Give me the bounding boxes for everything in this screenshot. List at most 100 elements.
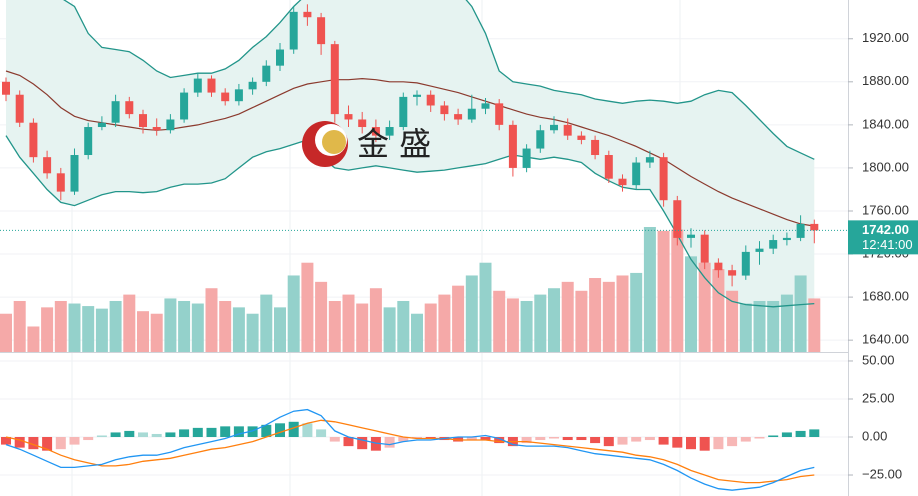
y-tick-label: 25.00	[862, 390, 895, 405]
macd-histogram-bar	[233, 426, 244, 438]
macd-histogram-bar	[28, 437, 39, 450]
macd-histogram-bar	[466, 437, 477, 441]
macd-histogram-bar	[14, 437, 25, 448]
y-tick-label: 1680.00	[862, 289, 909, 304]
macd-histogram-bar	[1, 437, 11, 445]
volume-bar	[616, 275, 629, 352]
macd-line	[5, 408, 815, 491]
volume-bar	[657, 230, 670, 352]
volume-bar	[287, 275, 300, 352]
macd-histogram-bar	[521, 437, 532, 444]
macd-histogram-bar	[206, 427, 217, 438]
macd-histogram-bar	[535, 437, 546, 441]
macd-histogram-bar	[768, 435, 779, 438]
volume-bar	[109, 300, 122, 352]
volume-bar	[643, 227, 656, 352]
y-tick-label: 1840.00	[862, 116, 909, 131]
volume-bar	[205, 288, 218, 352]
volume-bar	[808, 298, 821, 352]
candle-body	[193, 78, 202, 93]
volume-bar	[369, 288, 382, 352]
volume-bar	[260, 294, 273, 352]
macd-histogram-bar	[754, 437, 765, 439]
macd-histogram-bar	[603, 437, 614, 447]
y-tick-label: 0.00	[862, 428, 887, 443]
bollinger-lower	[5, 135, 815, 308]
candle-body	[221, 92, 230, 102]
last-price-label: 1742.00	[862, 222, 909, 237]
volume-bar	[452, 285, 465, 352]
volume-bar	[465, 275, 478, 352]
macd-histogram-bar	[672, 437, 683, 448]
volume-bar	[356, 303, 369, 352]
macd-pane	[1, 408, 820, 491]
candle-body	[522, 148, 531, 168]
macd-histogram-bar	[644, 437, 655, 441]
volume-bar	[534, 294, 547, 352]
candle-body	[234, 89, 243, 102]
candle-body	[810, 223, 819, 231]
macd-histogram-bar	[124, 430, 135, 438]
candle-body	[262, 65, 271, 82]
volume-bar	[137, 311, 149, 352]
macd-histogram-bar	[398, 437, 409, 442]
candle-body	[385, 127, 394, 136]
candle-body	[440, 105, 449, 115]
candle-body	[43, 157, 52, 174]
macd-histogram-bar	[631, 437, 642, 442]
y-tick-label: 1640.00	[862, 332, 909, 347]
candle-body	[700, 234, 709, 263]
price-pane	[0, 0, 848, 352]
candle-body	[317, 17, 326, 45]
volume-bar	[328, 300, 341, 352]
volume-bar	[315, 281, 328, 352]
candle-body	[687, 234, 695, 238]
candle-body	[741, 251, 750, 276]
candle-body	[714, 262, 723, 271]
candle-body	[604, 155, 613, 179]
macd-histogram-bar	[658, 437, 669, 445]
y-tick-label: 1800.00	[862, 159, 909, 174]
macd-histogram-bar	[590, 437, 601, 444]
volume-bar	[753, 300, 766, 352]
candle-body	[97, 122, 106, 128]
macd-histogram-bar	[809, 429, 820, 438]
candle-body	[139, 114, 147, 128]
candle-body	[454, 114, 463, 120]
macd-histogram-bar	[110, 432, 121, 438]
candle-body	[755, 248, 764, 252]
volume-bar	[739, 303, 752, 352]
volume-bar	[82, 306, 95, 352]
volume-bar	[41, 307, 54, 352]
macd-histogram-bar	[55, 437, 66, 450]
macd-histogram-bar	[151, 433, 162, 438]
volume-bar	[698, 262, 711, 352]
y-tick-label: −25.00	[862, 466, 902, 481]
price-axis: 1640.001680.001720.001760.001800.001840.…	[848, 30, 918, 481]
candle-body	[550, 124, 558, 131]
macd-histogram-bar	[288, 421, 299, 438]
macd-histogram-bar	[247, 426, 258, 438]
candle-body	[467, 108, 476, 120]
signal-line	[5, 419, 815, 484]
candle-body	[15, 94, 24, 123]
volume-bar	[685, 256, 697, 352]
volume-bar	[726, 290, 739, 352]
macd-histogram-bar	[412, 437, 422, 439]
volume-bar	[0, 313, 12, 352]
logo-sun	[322, 130, 346, 154]
candle-body	[413, 94, 421, 97]
candle-body	[125, 101, 134, 115]
y-tick-label: 1880.00	[862, 73, 909, 88]
macd-histogram-bar	[69, 437, 80, 445]
volume-bar	[561, 281, 574, 352]
bollinger-upper	[63, 0, 815, 160]
bollinger-middle	[5, 70, 815, 227]
volume-bar	[13, 300, 26, 352]
volume-bar	[506, 298, 519, 352]
macd-histogram-bar	[617, 437, 628, 445]
macd-histogram-bar	[740, 437, 751, 442]
candle-body	[29, 122, 38, 158]
